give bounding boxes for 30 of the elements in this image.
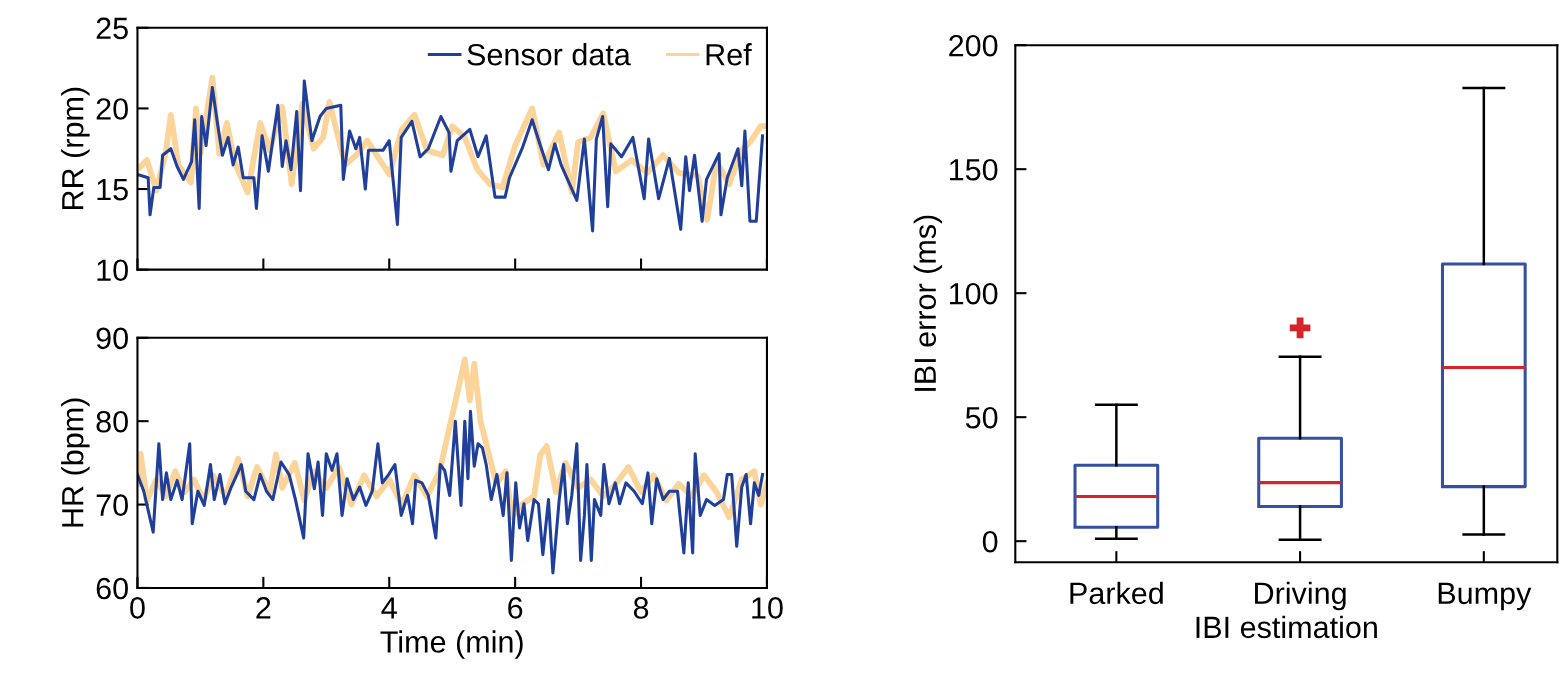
y-tick-label: 25	[96, 17, 128, 40]
x-tick-label: Bumpy	[1438, 582, 1532, 611]
x-axis-title: Time (min)	[380, 630, 523, 659]
y-tick-label: 70	[96, 494, 128, 516]
y-tick-label: 60	[96, 577, 128, 600]
legend-label: Sensor data	[467, 43, 631, 66]
x-tick-label: 6	[508, 597, 523, 619]
x-tick-label: 2	[256, 597, 271, 619]
x-tick-label: 4	[381, 597, 397, 619]
x-tick-label: Driving	[1255, 581, 1346, 611]
y-tick-label: 200	[949, 34, 998, 57]
y-tick-label: 80	[96, 410, 128, 433]
y-axis-title: HR (bpm)	[61, 398, 90, 527]
y-tick-label: 100	[949, 282, 998, 305]
y-axis-title: IBI error (ms)	[913, 215, 943, 391]
x-tick-label: Parked	[1070, 581, 1163, 605]
y-tick-label: 0	[982, 530, 998, 553]
x-tick-label: 0	[130, 597, 145, 619]
y-tick-label: 15	[97, 179, 128, 201]
y-tick-label: 20	[96, 98, 128, 120]
y-tick-label: 10	[97, 259, 128, 282]
y-tick-label: 50	[965, 406, 998, 429]
y-axis-title: RR (rpm)	[61, 87, 90, 210]
line-series	[137, 409, 765, 575]
legend-label: Ref	[706, 43, 752, 66]
y-tick-label: 90	[96, 327, 128, 350]
x-axis-title: IBI estimation	[1196, 615, 1377, 639]
x-tick-label: 10	[752, 597, 783, 619]
x-tick-label: 8	[633, 597, 649, 619]
y-tick-label: 150	[949, 158, 998, 181]
